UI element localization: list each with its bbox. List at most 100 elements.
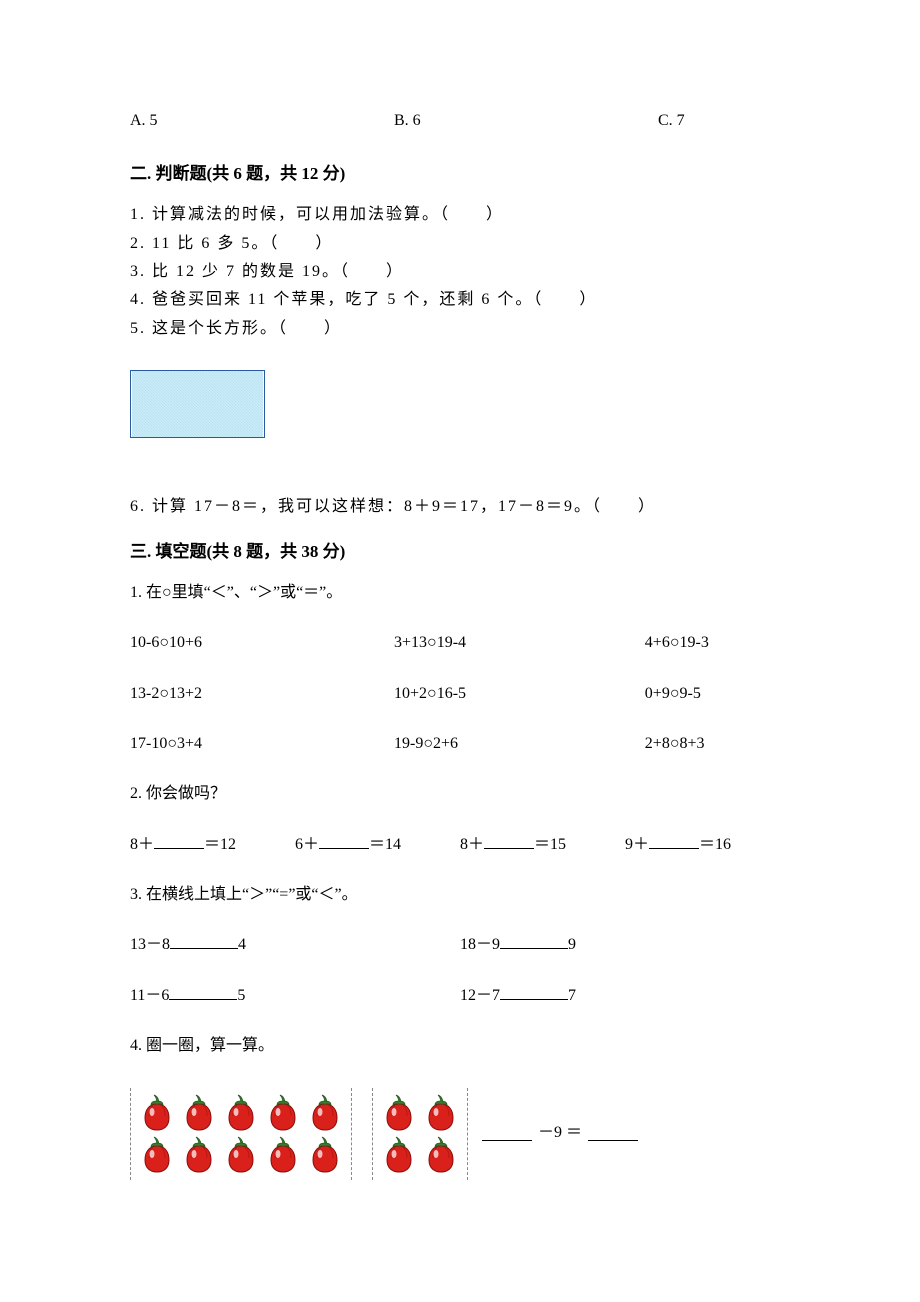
pepper-icon bbox=[265, 1134, 301, 1174]
s3-q3-b: 18－9 9 bbox=[460, 934, 790, 956]
s3-q3-stem: 3. 在横线上填上“＞”“=”或“＜”。 bbox=[130, 884, 790, 906]
pepper-icon bbox=[139, 1134, 175, 1174]
s3-q2-c-post: ＝15 bbox=[534, 836, 566, 853]
s3-q3-b-post: 9 bbox=[568, 936, 576, 953]
s3-q2-a-post: ＝12 bbox=[204, 836, 236, 853]
s3-q1-r2c3: 0+9○9-5 bbox=[645, 683, 790, 705]
s3-q3-c-pre: 11－6 bbox=[130, 987, 169, 1004]
pepper-icon bbox=[381, 1092, 417, 1132]
pepper-icon bbox=[181, 1092, 217, 1132]
blank[interactable] bbox=[500, 935, 568, 949]
s3-q1-r2c1: 13-2○13+2 bbox=[130, 683, 394, 705]
pepper-icon bbox=[265, 1134, 301, 1174]
s3-q2-c: 8＋ ＝15 bbox=[460, 834, 625, 856]
s3-q1-r3c3: 2+8○8+3 bbox=[645, 733, 790, 755]
blank[interactable] bbox=[649, 835, 699, 849]
s3-q1-r1c2: 3+13○19-4 bbox=[394, 632, 645, 654]
pepper-icon bbox=[423, 1092, 459, 1132]
pepper-equation: －9 ＝ bbox=[482, 1122, 638, 1144]
option-c: C. 7 bbox=[658, 110, 790, 132]
s3-q2-b-pre: 6＋ bbox=[295, 836, 319, 853]
blank[interactable] bbox=[169, 986, 237, 1000]
pepper-icon bbox=[423, 1134, 459, 1174]
s3-q2-d: 9＋ ＝16 bbox=[625, 834, 790, 856]
rectangle-shape bbox=[130, 370, 265, 438]
pepper-icon bbox=[307, 1092, 343, 1132]
s3-q2-b-post: ＝14 bbox=[369, 836, 401, 853]
pepper-icon bbox=[139, 1134, 175, 1174]
pepper-icon bbox=[265, 1092, 301, 1132]
s2-q1: 1. 计算减法的时候，可以用加法验算。（ ） bbox=[130, 204, 790, 226]
s3-q1-r1c1: 10-6○10+6 bbox=[130, 632, 394, 654]
pepper-icon bbox=[381, 1134, 417, 1174]
pepper-icon bbox=[423, 1092, 459, 1132]
section-3-heading: 三. 填空题(共 8 题，共 38 分) bbox=[130, 540, 790, 564]
s3-q3-row2: 11－6 5 12－7 7 bbox=[130, 985, 790, 1007]
pepper-group-2 bbox=[372, 1088, 468, 1180]
blank[interactable] bbox=[170, 935, 238, 949]
pepper-icon bbox=[223, 1134, 259, 1174]
blank[interactable] bbox=[500, 986, 568, 1000]
pepper-icon bbox=[381, 1092, 417, 1132]
s3-q3-a-post: 4 bbox=[238, 936, 246, 953]
pepper-icon bbox=[307, 1134, 343, 1174]
s3-q1-stem: 1. 在○里填“＜”、“＞”或“＝”。 bbox=[130, 582, 790, 604]
pepper-icon bbox=[223, 1134, 259, 1174]
s2-q6: 6. 计算 17－8＝，我可以这样想：8＋9＝17，17－8＝9。（ ） bbox=[130, 496, 790, 518]
blank[interactable] bbox=[588, 1127, 638, 1141]
pepper-icon bbox=[307, 1092, 343, 1132]
s3-q3-c: 11－6 5 bbox=[130, 985, 460, 1007]
blank[interactable] bbox=[482, 1127, 532, 1141]
pepper-icon bbox=[223, 1092, 259, 1132]
s2-q5: 5. 这是个长方形。（ ） bbox=[130, 318, 790, 340]
s3-q2-c-pre: 8＋ bbox=[460, 836, 484, 853]
s2-q3: 3. 比 12 少 7 的数是 19。（ ） bbox=[130, 261, 790, 283]
s3-q2-stem: 2. 你会做吗？ bbox=[130, 783, 790, 805]
blank[interactable] bbox=[319, 835, 369, 849]
pepper-icon bbox=[223, 1092, 259, 1132]
s3-q1-r2c2: 10+2○16-5 bbox=[394, 683, 645, 705]
pepper-figure: －9 ＝ bbox=[130, 1088, 790, 1180]
option-b: B. 6 bbox=[394, 110, 658, 132]
s3-q2-d-pre: 9＋ bbox=[625, 836, 649, 853]
s3-q1-r1c3: 4+6○19-3 bbox=[645, 632, 790, 654]
s3-q1-row1: 10-6○10+6 3+13○19-4 4+6○19-3 bbox=[130, 632, 790, 654]
pepper-icon bbox=[139, 1092, 175, 1132]
pepper-icon bbox=[181, 1134, 217, 1174]
s3-q1-r3c2: 19-9○2+6 bbox=[394, 733, 645, 755]
eq-mid: －9 ＝ bbox=[538, 1122, 582, 1144]
s3-q1-row2: 13-2○13+2 10+2○16-5 0+9○9-5 bbox=[130, 683, 790, 705]
s3-q3-a: 13－8 4 bbox=[130, 934, 460, 956]
rectangle-figure bbox=[130, 370, 790, 445]
s3-q3-d-pre: 12－7 bbox=[460, 987, 500, 1004]
blank[interactable] bbox=[154, 835, 204, 849]
s3-q2-a: 8＋ ＝12 bbox=[130, 834, 295, 856]
section-2-heading: 二. 判断题(共 6 题，共 12 分) bbox=[130, 162, 790, 186]
pepper-icon bbox=[381, 1134, 417, 1174]
s3-q3-c-post: 5 bbox=[237, 987, 245, 1004]
s3-q3-b-pre: 18－9 bbox=[460, 936, 500, 953]
option-a: A. 5 bbox=[130, 110, 394, 132]
pepper-icon bbox=[265, 1092, 301, 1132]
pepper-group-1 bbox=[130, 1088, 352, 1180]
s3-q1-r3c1: 17-10○3+4 bbox=[130, 733, 394, 755]
s3-q4-stem: 4. 圈一圈，算一算。 bbox=[130, 1035, 790, 1057]
s2-q4: 4. 爸爸买回来 11 个苹果，吃了 5 个，还剩 6 个。（ ） bbox=[130, 289, 790, 311]
s3-q3-d: 12－7 7 bbox=[460, 985, 790, 1007]
pepper-icon bbox=[423, 1134, 459, 1174]
s3-q2-a-pre: 8＋ bbox=[130, 836, 154, 853]
pepper-icon bbox=[181, 1134, 217, 1174]
s3-q3-a-pre: 13－8 bbox=[130, 936, 170, 953]
s3-q2-row: 8＋ ＝12 6＋ ＝14 8＋ ＝15 9＋ ＝16 bbox=[130, 834, 790, 856]
mc-options: A. 5 B. 6 C. 7 bbox=[130, 110, 790, 132]
s2-q2: 2. 11 比 6 多 5。（ ） bbox=[130, 233, 790, 255]
pepper-icon bbox=[181, 1092, 217, 1132]
s3-q2-b: 6＋ ＝14 bbox=[295, 834, 460, 856]
blank[interactable] bbox=[484, 835, 534, 849]
s3-q2-d-post: ＝16 bbox=[699, 836, 731, 853]
s3-q3-row1: 13－8 4 18－9 9 bbox=[130, 934, 790, 956]
pepper-icon bbox=[307, 1134, 343, 1174]
s3-q1-row3: 17-10○3+4 19-9○2+6 2+8○8+3 bbox=[130, 733, 790, 755]
pepper-icon bbox=[139, 1092, 175, 1132]
s3-q3-d-post: 7 bbox=[568, 987, 576, 1004]
